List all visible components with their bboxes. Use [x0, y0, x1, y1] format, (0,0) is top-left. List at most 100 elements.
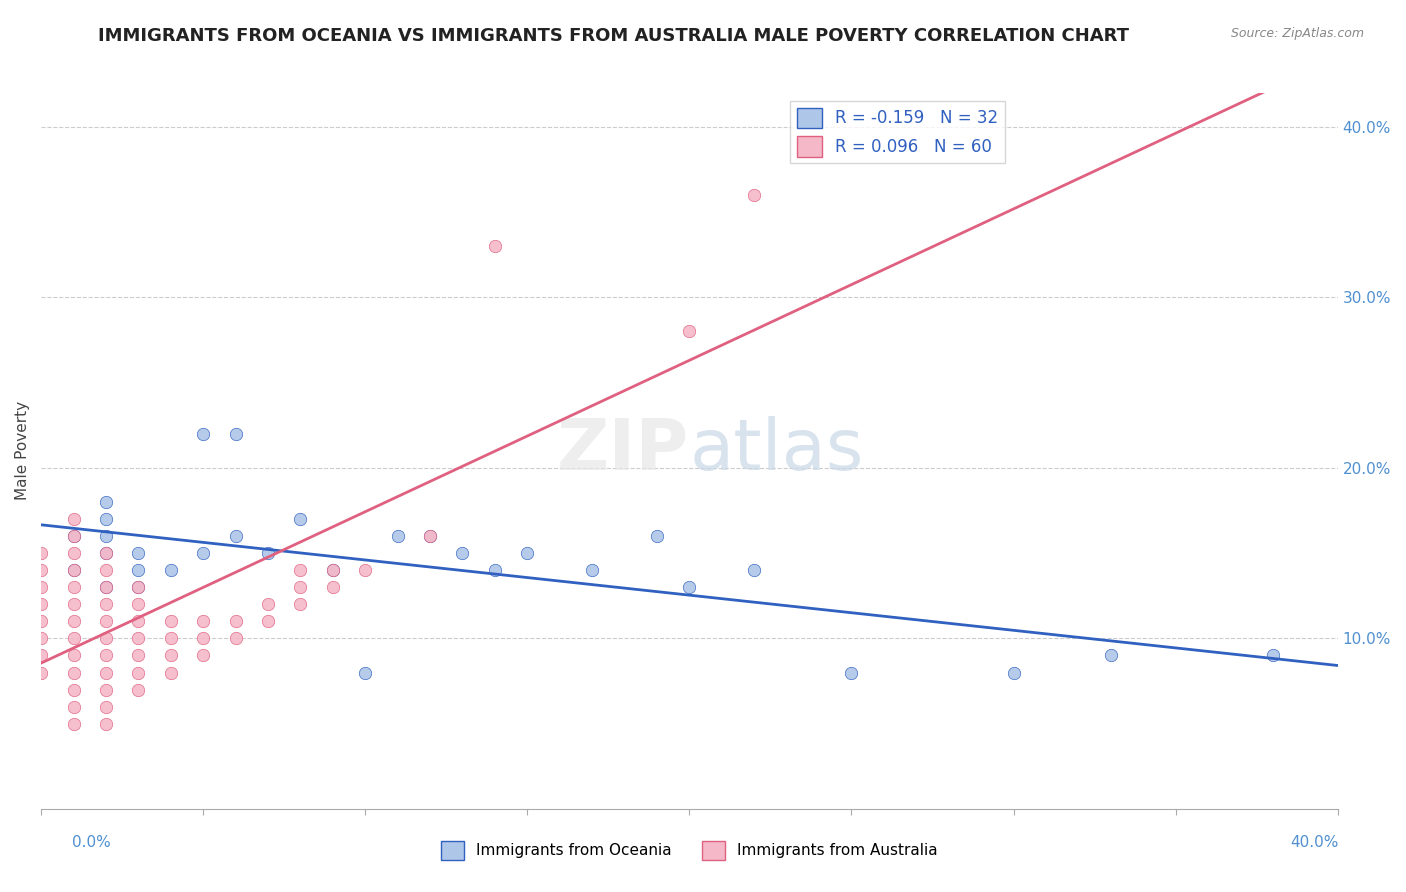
Point — [94, 682, 117, 697]
Point — [225, 615, 247, 629]
Point — [127, 615, 149, 629]
Point — [127, 597, 149, 611]
Point — [62, 648, 84, 663]
Point — [354, 563, 377, 577]
Point — [193, 648, 215, 663]
Point — [484, 563, 506, 577]
Text: IMMIGRANTS FROM OCEANIA VS IMMIGRANTS FROM AUSTRALIA MALE POVERTY CORRELATION CH: IMMIGRANTS FROM OCEANIA VS IMMIGRANTS FR… — [98, 27, 1129, 45]
Point — [225, 632, 247, 646]
Point — [30, 615, 52, 629]
Point — [127, 682, 149, 697]
Point — [1099, 648, 1122, 663]
Legend: R = -0.159   N = 32, R = 0.096   N = 60: R = -0.159 N = 32, R = 0.096 N = 60 — [790, 101, 1005, 163]
Point — [62, 529, 84, 543]
Point — [742, 563, 765, 577]
Point — [30, 546, 52, 560]
Point — [94, 580, 117, 594]
Y-axis label: Male Poverty: Male Poverty — [15, 401, 30, 500]
Point — [94, 648, 117, 663]
Point — [257, 615, 280, 629]
Point — [62, 512, 84, 526]
Point — [30, 665, 52, 680]
Point — [94, 546, 117, 560]
Point — [30, 597, 52, 611]
Point — [30, 648, 52, 663]
Point — [1002, 665, 1025, 680]
Point — [159, 665, 181, 680]
Point — [62, 563, 84, 577]
Text: 40.0%: 40.0% — [1291, 836, 1339, 850]
Point — [451, 546, 474, 560]
Point — [322, 563, 344, 577]
Point — [94, 495, 117, 509]
Point — [127, 580, 149, 594]
Point — [159, 563, 181, 577]
Point — [94, 615, 117, 629]
Point — [193, 632, 215, 646]
Text: Source: ZipAtlas.com: Source: ZipAtlas.com — [1230, 27, 1364, 40]
Point — [419, 529, 441, 543]
Point — [62, 716, 84, 731]
Point — [94, 632, 117, 646]
Point — [127, 632, 149, 646]
Point — [127, 665, 149, 680]
Point — [94, 529, 117, 543]
Point — [484, 239, 506, 253]
Point — [127, 563, 149, 577]
Point — [387, 529, 409, 543]
Point — [581, 563, 603, 577]
Point — [62, 665, 84, 680]
Text: ZIP: ZIP — [557, 417, 689, 485]
Point — [30, 563, 52, 577]
Point — [62, 699, 84, 714]
Point — [257, 597, 280, 611]
Point — [193, 615, 215, 629]
Text: atlas: atlas — [689, 417, 863, 485]
Point — [62, 682, 84, 697]
Point — [62, 615, 84, 629]
Point — [159, 648, 181, 663]
Point — [94, 563, 117, 577]
Point — [419, 529, 441, 543]
Point — [62, 597, 84, 611]
Point — [159, 615, 181, 629]
Point — [30, 580, 52, 594]
Point — [94, 597, 117, 611]
Point — [127, 546, 149, 560]
Point — [94, 546, 117, 560]
Point — [62, 580, 84, 594]
Point — [257, 546, 280, 560]
Point — [127, 648, 149, 663]
Point — [127, 580, 149, 594]
Point — [290, 580, 312, 594]
Point — [354, 665, 377, 680]
Point — [742, 188, 765, 202]
Point — [159, 632, 181, 646]
Point — [193, 546, 215, 560]
Point — [30, 632, 52, 646]
Point — [322, 580, 344, 594]
Point — [94, 580, 117, 594]
Text: 0.0%: 0.0% — [72, 836, 111, 850]
Point — [94, 512, 117, 526]
Point — [62, 529, 84, 543]
Point — [678, 580, 700, 594]
Point — [193, 426, 215, 441]
Point — [841, 665, 863, 680]
Point — [322, 563, 344, 577]
Point — [678, 325, 700, 339]
Point — [225, 529, 247, 543]
Point — [290, 563, 312, 577]
Point — [645, 529, 668, 543]
Point — [94, 699, 117, 714]
Point — [62, 546, 84, 560]
Point — [290, 597, 312, 611]
Point — [62, 563, 84, 577]
Point — [94, 716, 117, 731]
Point — [94, 665, 117, 680]
Point — [62, 632, 84, 646]
Point — [290, 512, 312, 526]
Point — [225, 426, 247, 441]
Point — [516, 546, 538, 560]
Point — [1261, 648, 1284, 663]
